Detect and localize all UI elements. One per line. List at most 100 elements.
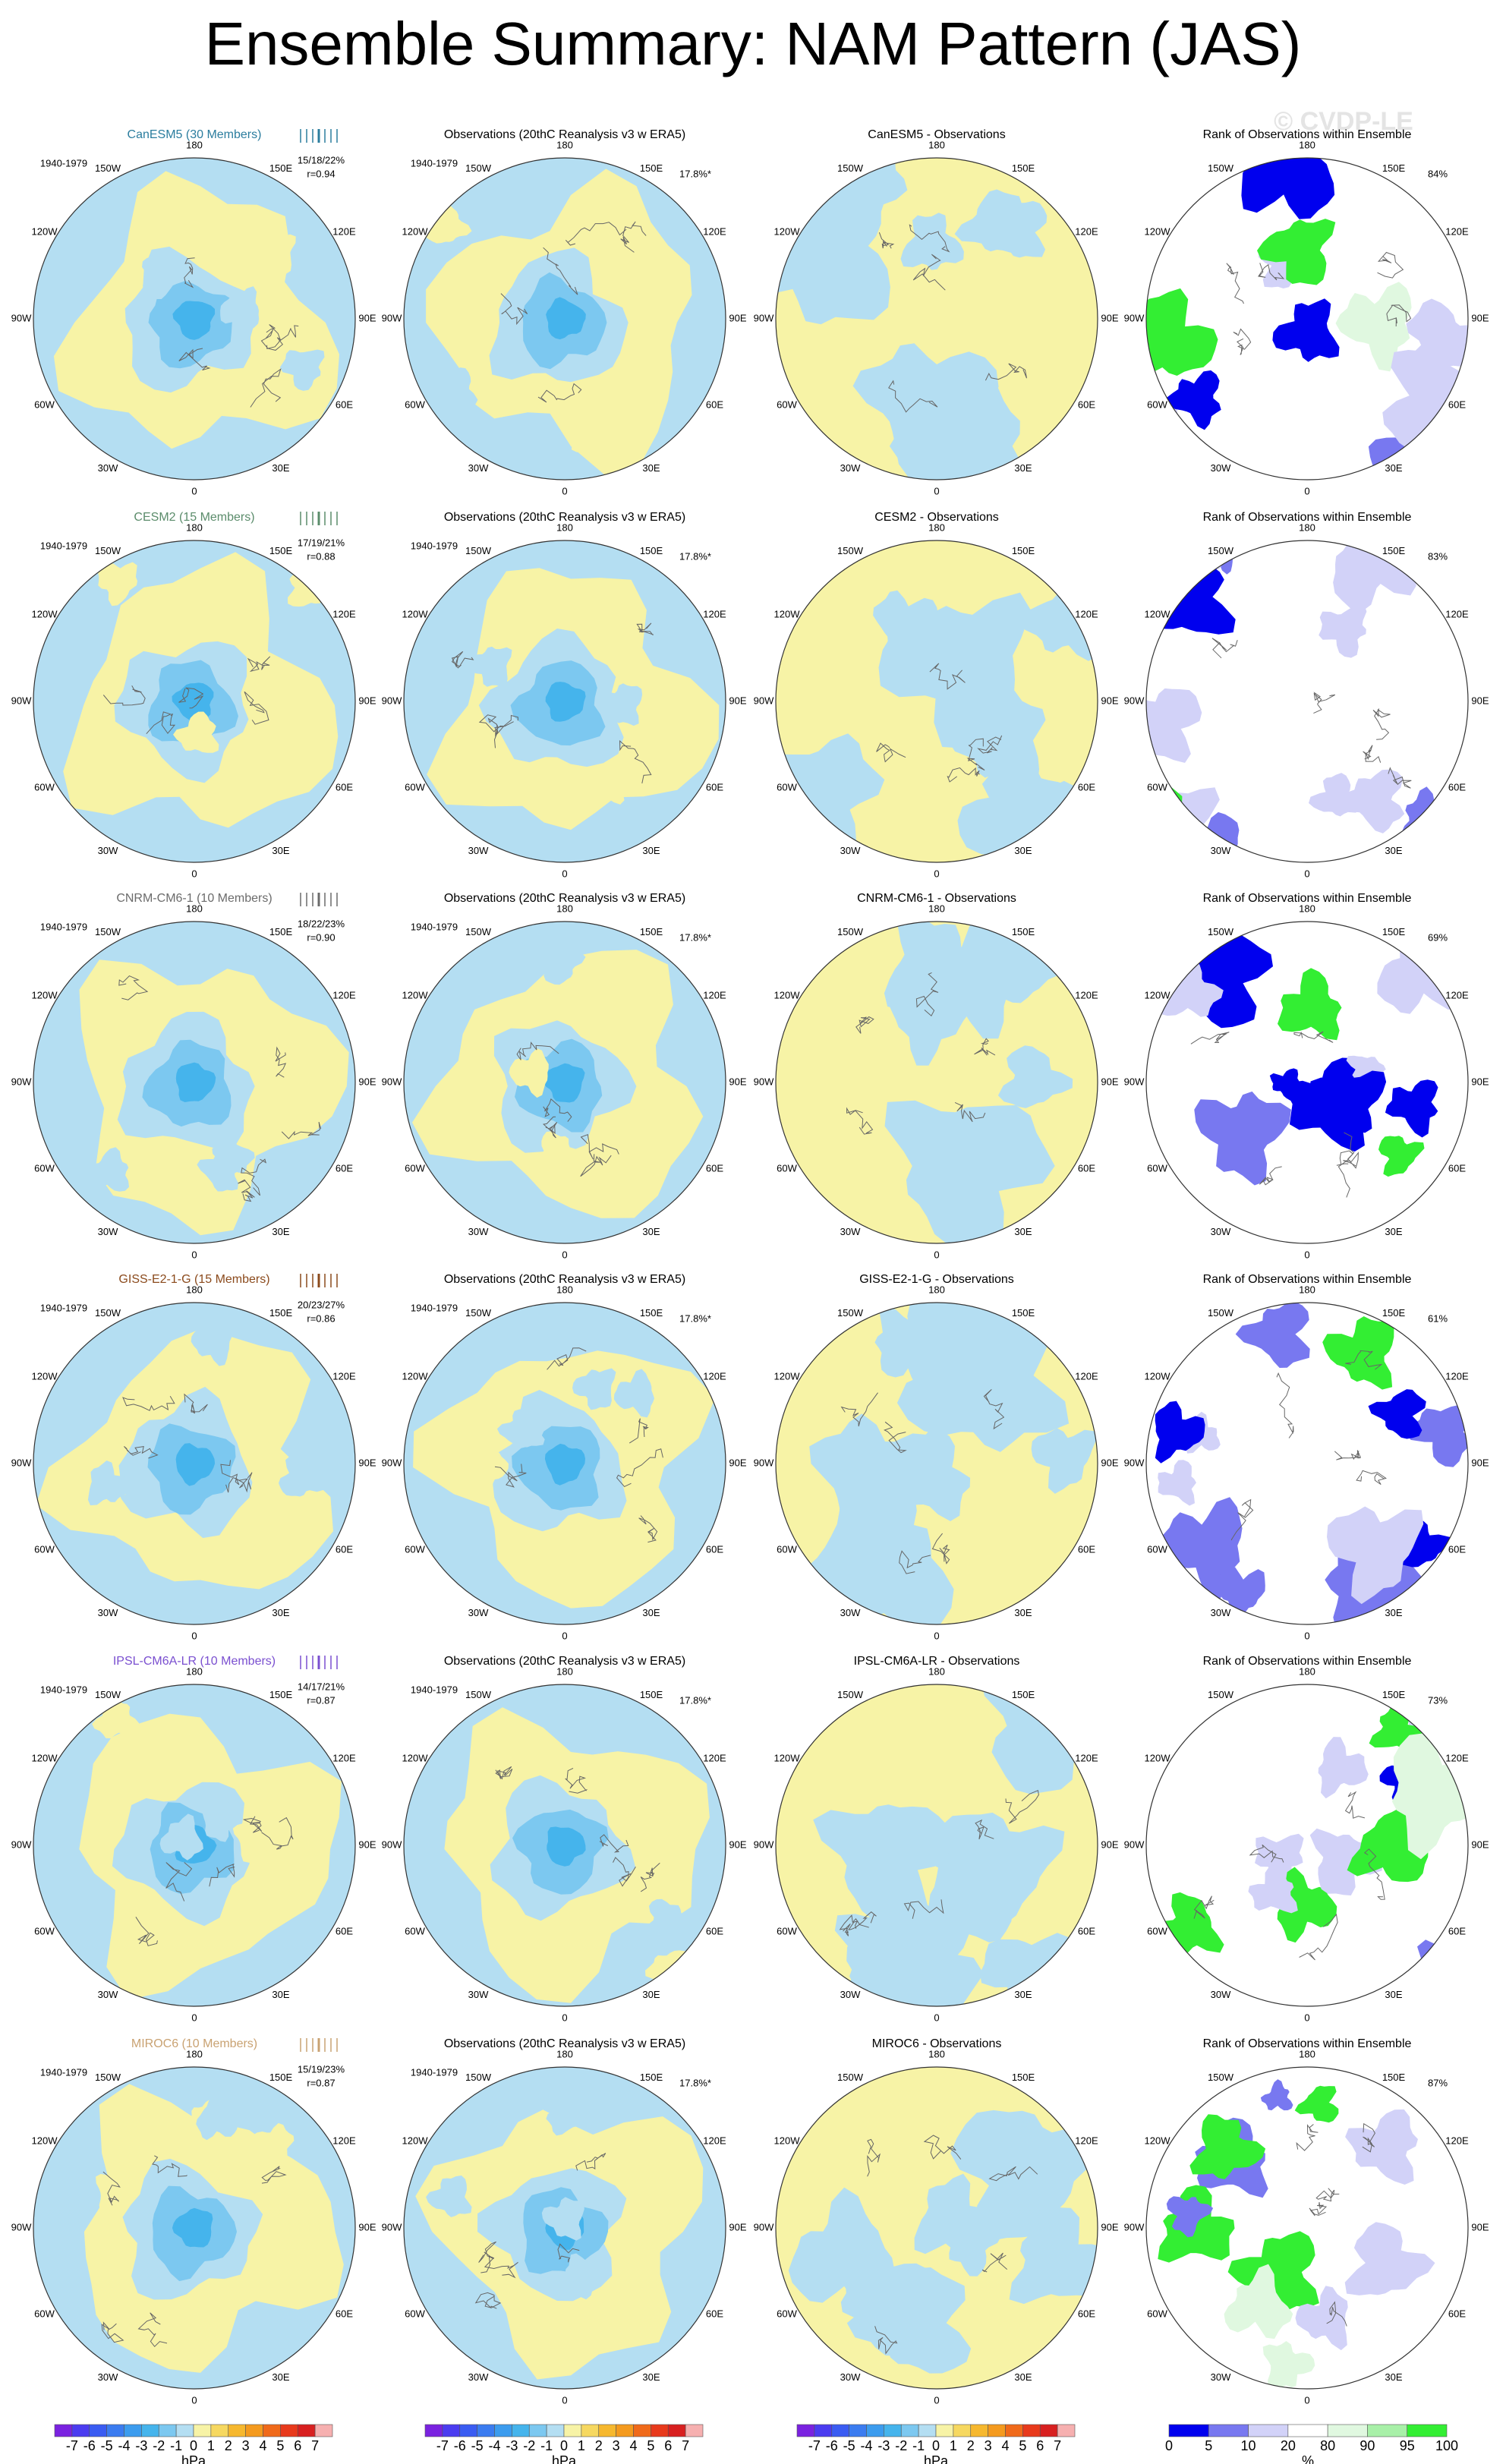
map-label: 120W (774, 225, 801, 237)
map-label: 120W (1145, 225, 1171, 237)
map-label: 120E (1075, 2135, 1098, 2146)
map-region (1309, 1069, 1387, 1140)
map-label: 60W (777, 2308, 797, 2319)
coastline (1309, 2202, 1328, 2217)
coastline (899, 1550, 931, 1574)
map (1146, 922, 1468, 1243)
map-region (981, 200, 1048, 258)
map (404, 922, 726, 1243)
map-label: 0 (562, 2394, 567, 2406)
map-label: 60W (777, 1543, 797, 1555)
coastline (124, 1446, 159, 1459)
coastline (1334, 1450, 1362, 1460)
map-label: 60W (1147, 2308, 1167, 2319)
coastline (543, 247, 578, 295)
map-label: 30W (1211, 2371, 1231, 2383)
map-border (1145, 157, 1469, 481)
rank-title: Rank of Observations within Ensemble (1203, 1655, 1412, 1668)
obs-title: Observations (20thC Reanalysis v3 w ERA5… (444, 511, 685, 524)
map-label: 120W (32, 1752, 58, 1763)
map (404, 1684, 726, 2006)
map-region (846, 2267, 972, 2374)
colorbar-box (494, 2424, 512, 2437)
map (33, 1303, 355, 1624)
map-label: 150E (640, 1307, 663, 1319)
coastline (244, 691, 269, 725)
map (33, 922, 355, 1243)
coastline (981, 2252, 1008, 2273)
map-region (544, 1443, 585, 1486)
coastline (848, 1911, 877, 1930)
map (404, 540, 726, 862)
colorbar-label: -6 (83, 2438, 96, 2453)
map-label: 30E (1014, 1607, 1032, 1618)
colorbar-label: 0 (932, 2438, 940, 2453)
map-label: 60W (777, 781, 797, 792)
period: 1940-1979 (411, 540, 458, 551)
map-label: 120E (703, 608, 726, 619)
map-border (1145, 921, 1469, 1244)
colorbar-label: 10 (1241, 2438, 1256, 2453)
rank-title: Rank of Observations within Ensemble (1203, 128, 1412, 141)
map-border (33, 2066, 356, 2390)
period: 1940-1979 (40, 1684, 87, 1695)
map-label: 90W (11, 1076, 32, 1087)
coastline (1299, 1913, 1338, 1961)
coastline (494, 714, 518, 737)
period: 1940-1979 (40, 2066, 87, 2078)
map-label: 60W (1147, 1925, 1167, 1936)
colorbar-box (1248, 2424, 1289, 2437)
colorbar-label: -3 (877, 2438, 890, 2453)
colorbar-box (598, 2424, 616, 2437)
coastline (220, 1460, 249, 1489)
colorbar-label: 0 (190, 2438, 197, 2453)
map-label: 180 (928, 2048, 945, 2059)
colorbar-label: -4 (488, 2438, 500, 2453)
map-label: 60E (1078, 1162, 1095, 1174)
map-label: 0 (191, 485, 197, 496)
colorbar-box (866, 2424, 884, 2437)
map-label: 90W (754, 312, 774, 323)
map-label: 30E (272, 1989, 289, 2000)
period: 1940-1979 (411, 1302, 458, 1313)
map-label: 90E (1471, 312, 1489, 323)
colorbar-label: -2 (895, 2438, 907, 2453)
map-label: 150E (269, 162, 293, 174)
map-label: 60W (1147, 1543, 1167, 1555)
map-label: 30E (1385, 1989, 1402, 2000)
map-label: 150E (1382, 1307, 1406, 1319)
colorbar-box (245, 2424, 263, 2437)
colorbar-label: 80 (1320, 2438, 1335, 2453)
map-label: 60E (1078, 1543, 1095, 1555)
map-label: 60E (1078, 781, 1095, 792)
map-label: 120W (774, 1752, 801, 1763)
map (33, 1684, 355, 2006)
rank-title: Rank of Observations within Ensemble (1203, 511, 1412, 524)
rank-pct: 69% (1428, 931, 1448, 943)
colorbar-label: 3 (242, 2438, 250, 2453)
rank-title: Rank of Observations within Ensemble (1203, 892, 1412, 905)
map-label: 30W (840, 845, 861, 856)
map-label: 60W (1147, 1162, 1167, 1174)
map-region (997, 1045, 1073, 1108)
map-label: 60E (1078, 399, 1095, 410)
map-label: 90W (1124, 1457, 1145, 1468)
map-region (565, 1895, 612, 1941)
map-label: 60E (336, 1925, 353, 1936)
map-label: 150W (465, 162, 492, 174)
colorbar-box (1057, 2424, 1076, 2437)
colorbar-label: 2 (595, 2438, 603, 2453)
map-label: 60E (706, 2308, 723, 2319)
colorbar-label: -4 (118, 2438, 130, 2453)
diff-title: CNRM-CM6-1 - Observations (857, 892, 1016, 905)
coastline (988, 2166, 1038, 2182)
map-region (900, 213, 964, 270)
model-title: MIROC6 (10 Members) (131, 2037, 257, 2050)
colorbar-label: 3 (613, 2438, 620, 2453)
period: 1940-1979 (411, 2066, 458, 2078)
map-label: 0 (934, 485, 939, 496)
coastline (613, 1857, 636, 1887)
colorbar-box (1327, 2424, 1368, 2437)
map-label: 120E (332, 989, 356, 1000)
map-region (1368, 1389, 1426, 1439)
